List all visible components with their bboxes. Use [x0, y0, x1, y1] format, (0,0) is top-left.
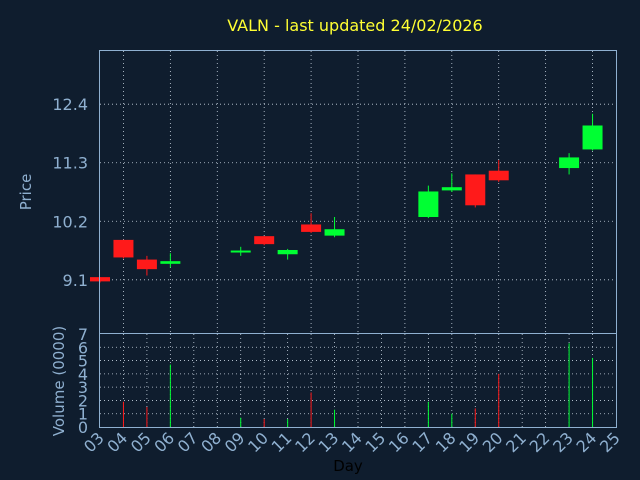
candle-body	[113, 239, 134, 258]
volume-bars-layer	[122, 343, 594, 427]
volume-tick-label: 0	[78, 418, 88, 437]
candles-layer	[90, 113, 603, 283]
candle-body	[324, 229, 345, 236]
volume-tick-label: 1	[78, 405, 88, 424]
volume-tick-label: 3	[78, 378, 88, 397]
grid-layer	[100, 51, 616, 333]
volume-tick-label: 4	[78, 365, 88, 384]
candle-body	[230, 250, 251, 253]
candle-body	[277, 249, 298, 255]
volume-panel-frame	[99, 333, 617, 428]
candle-body	[136, 259, 157, 270]
price-tick-label: 9.1	[63, 271, 88, 290]
day-axis-label: Day	[333, 457, 363, 475]
volume-tick-label: 5	[78, 352, 88, 371]
candle-body	[441, 187, 462, 191]
candle-body	[582, 125, 603, 150]
volume-axis-label: Volume (0000)	[50, 326, 68, 436]
volume-grid-layer	[100, 334, 616, 427]
price-tick-label: 10.2	[52, 212, 88, 231]
candle-body	[465, 174, 486, 206]
volume-tick-label: 2	[78, 391, 88, 410]
price-tick-label: 11.3	[52, 154, 88, 173]
volume-tick-label: 6	[78, 338, 88, 357]
price-axis-ticks: 9.1 10.2 11.3 12.4	[52, 95, 88, 290]
volume-tick-label: 7	[78, 325, 88, 344]
price-tick-label: 12.4	[52, 95, 88, 114]
day-tick-label: 25	[596, 428, 624, 456]
candle-body	[418, 191, 439, 218]
candle-body	[488, 170, 509, 181]
day-axis-ticks: 0304050607080910111213141516171819202122…	[80, 428, 624, 456]
candle-body	[559, 157, 580, 169]
candle-body	[301, 224, 322, 232]
price-axis-label: Price	[17, 174, 35, 211]
chart-title: VALN - last updated 24/02/2026	[227, 16, 482, 35]
candle-body	[160, 261, 181, 264]
candle-body	[254, 236, 275, 245]
